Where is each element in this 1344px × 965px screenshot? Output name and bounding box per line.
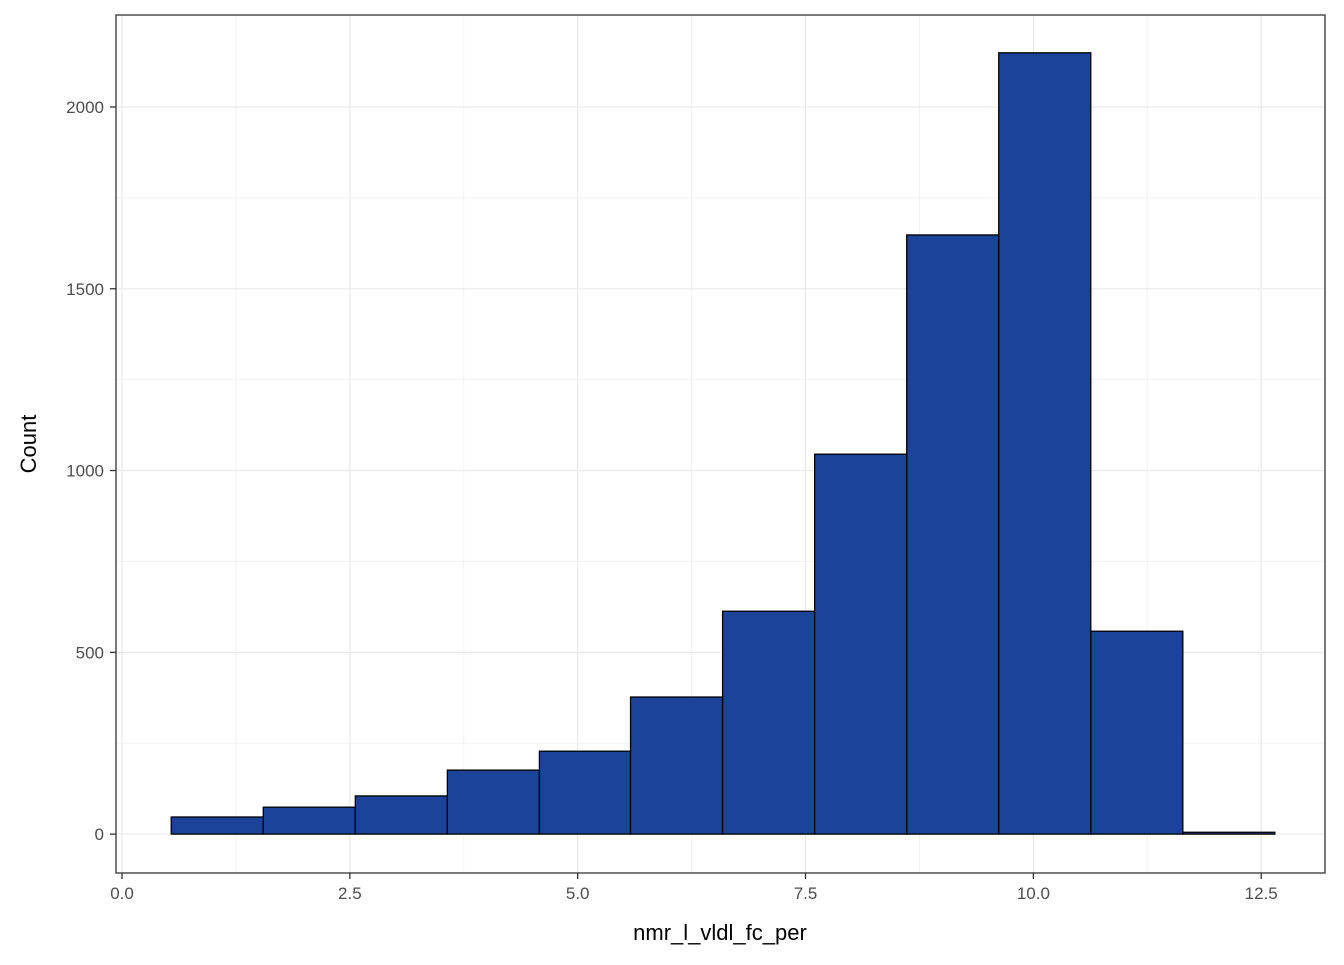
bar	[262, 806, 356, 835]
y-tick-label: 1000	[66, 462, 104, 481]
x-tick-label: 0.0	[110, 884, 134, 903]
x-axis-title: nmr_l_vldl_fc_per	[633, 920, 807, 945]
y-tick-label: 500	[76, 643, 104, 662]
bar	[998, 52, 1092, 835]
bar	[1090, 630, 1184, 835]
x-tick-label: 5.0	[566, 884, 590, 903]
x-tick-label: 10.0	[1017, 884, 1050, 903]
bar	[906, 234, 1000, 835]
bar	[170, 816, 264, 835]
bar	[813, 453, 908, 835]
x-tick-label: 7.5	[794, 884, 818, 903]
bar	[446, 769, 541, 835]
x-tick-label: 12.5	[1245, 884, 1278, 903]
bar	[354, 795, 449, 835]
y-axis-title: Count	[16, 415, 41, 474]
x-tick-label: 2.5	[338, 884, 362, 903]
y-tick-label: 2000	[66, 98, 104, 117]
bar	[629, 696, 724, 835]
bar	[538, 750, 632, 835]
panel-border	[115, 14, 1326, 874]
y-tick-label: 1500	[66, 280, 104, 299]
bar	[721, 610, 816, 835]
y-tick-label: 0	[95, 825, 104, 844]
bar	[1182, 831, 1276, 835]
